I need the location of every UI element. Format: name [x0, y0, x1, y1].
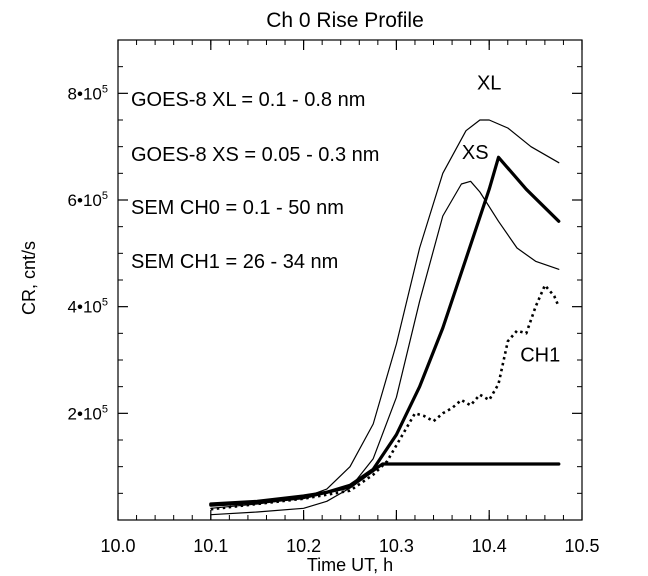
- x-tick-label: 10.3: [379, 536, 414, 556]
- y-axis-label: CR, cnt/s: [19, 241, 39, 315]
- x-tick-label: 10.0: [100, 536, 135, 556]
- annotation-goes-xl: GOES-8 XL = 0.1 - 0.8 nm: [131, 89, 365, 111]
- x-tick-label: 10.5: [564, 536, 599, 556]
- y-axis: 2•105 4•105 6•105 8•105: [68, 66, 582, 494]
- series-label-xl: XL: [477, 73, 501, 95]
- x-tick-label: 10.4: [472, 536, 507, 556]
- y-tick-label: 8•105: [68, 83, 108, 103]
- plot-area-frame: [117, 39, 583, 521]
- annotation-block: GOES-8 XL = 0.1 - 0.8 nm GOES-8 XS = 0.0…: [131, 89, 379, 273]
- x-tick-label: 10.2: [286, 536, 321, 556]
- series-line-ch1: [210, 284, 560, 511]
- y-tick-label: 6•105: [68, 190, 108, 210]
- annotation-goes-xs: GOES-8 XS = 0.05 - 0.3 nm: [131, 144, 379, 166]
- chart-title: Ch 0 Rise Profile: [266, 9, 424, 32]
- series-labels: XL XS CH1: [462, 73, 560, 367]
- annotation-sem-ch0: SEM CH0 = 0.1 - 50 nm: [131, 197, 344, 219]
- series-label-xs: XS: [462, 142, 489, 164]
- annotation-sem-ch1: SEM CH1 = 26 - 34 nm: [131, 251, 338, 273]
- series-group: [209, 119, 561, 516]
- series-label-ch1: CH1: [520, 345, 560, 367]
- y-tick-label: 4•105: [68, 297, 108, 317]
- x-axis-label: Time UT, h: [307, 555, 393, 575]
- x-tick-label: 10.1: [193, 536, 228, 556]
- series-line-xs: [210, 180, 560, 516]
- series-line-unlabeled-3: [209, 462, 561, 507]
- x-axis: 10.0 10.1 10.2 10.3 10.4 10.5: [100, 40, 600, 556]
- y-tick-label: 2•105: [68, 403, 108, 423]
